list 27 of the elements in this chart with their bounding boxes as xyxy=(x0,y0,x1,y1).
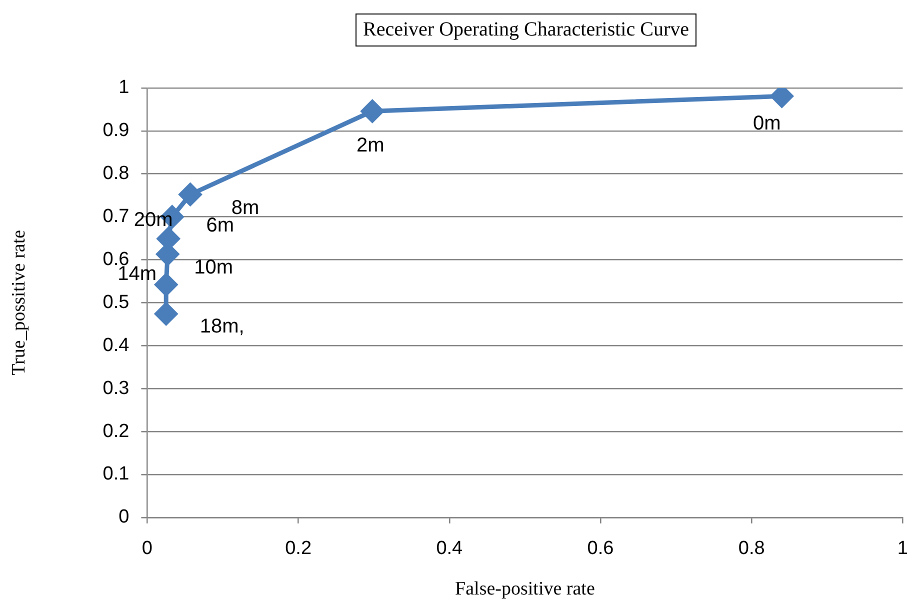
annotation: 2m xyxy=(356,134,384,157)
y-tick-label: 1 xyxy=(118,77,130,98)
x-tick-label: 0.6 xyxy=(587,538,614,560)
annotation: 18m, xyxy=(200,315,244,338)
x-tick-label: 0.2 xyxy=(285,538,312,560)
x-tick-label: 0 xyxy=(142,538,152,560)
point xyxy=(179,183,202,206)
point xyxy=(154,302,178,326)
y-tick-label: 0.4 xyxy=(102,334,130,356)
y-tick-label: 0.7 xyxy=(102,206,130,228)
chart-title: Receiver Operating Characteristic Curve xyxy=(363,18,690,40)
x-axis-title: False-positive rate xyxy=(455,578,595,600)
point xyxy=(361,100,384,122)
x-tick-label: 0.4 xyxy=(436,538,464,560)
y-tick-label: 0.8 xyxy=(102,163,130,184)
y-tick-label: 0.1 xyxy=(102,464,130,485)
y-axis-title: True_possitive rate xyxy=(8,230,30,376)
y-tick-label: 0 xyxy=(118,506,130,528)
point xyxy=(154,273,178,296)
y-tick-label: 0.9 xyxy=(102,120,130,142)
y-tick-label: 0.2 xyxy=(102,420,130,442)
x-tick-label: 1 xyxy=(897,538,908,560)
x-tick-label: 0.8 xyxy=(738,538,765,560)
annotation: 10m xyxy=(194,256,234,279)
y-tick-label: 0.3 xyxy=(102,378,130,399)
annotation: 0m xyxy=(752,112,781,135)
y-tick-label: 0.5 xyxy=(102,292,130,313)
